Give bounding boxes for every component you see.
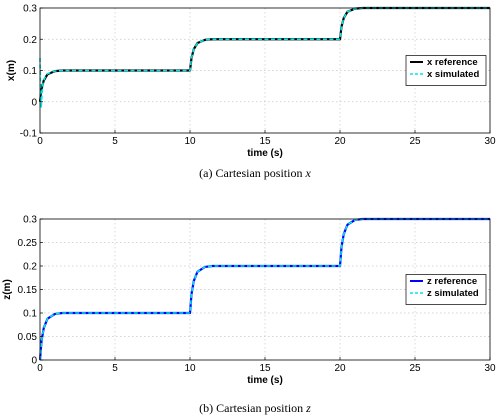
y-axis-label: z(m) xyxy=(2,279,13,300)
y-tick-label: 0 xyxy=(31,97,37,108)
legend-entry: x simulated xyxy=(427,69,479,80)
x-tick-label: 30 xyxy=(484,136,496,147)
x-tick-label: 15 xyxy=(259,136,271,147)
y-tick-label: 0.15 xyxy=(18,285,38,296)
y-tick-label: 0.1 xyxy=(23,66,37,77)
x-axis-label: time (s) xyxy=(247,375,283,386)
x-tick-label: 10 xyxy=(184,363,196,374)
y-tick-label: 0.3 xyxy=(23,4,37,15)
legend-entry: z simulated xyxy=(427,288,479,299)
y-tick-label: 0.3 xyxy=(23,215,37,226)
panel-caption: (b) Cartesian position z xyxy=(199,401,311,415)
y-tick-label: 0 xyxy=(31,356,37,367)
x-tick-label: 25 xyxy=(409,363,421,374)
legend-entry: z reference xyxy=(427,276,477,287)
x-tick-label: 5 xyxy=(112,363,118,374)
y-tick-label: 0.2 xyxy=(23,35,37,46)
x-tick-label: 10 xyxy=(184,136,196,147)
x-tick-label: 15 xyxy=(259,363,271,374)
y-tick-label: 0.25 xyxy=(18,238,38,249)
legend-box xyxy=(405,55,487,86)
x-tick-label: 25 xyxy=(409,136,421,147)
x-tick-label: 0 xyxy=(37,363,43,374)
series-line-z-simulated xyxy=(39,218,490,361)
y-tick-label: 0.05 xyxy=(18,332,38,343)
x-tick-label: 30 xyxy=(484,363,496,374)
y-axis-label: x(m) xyxy=(6,60,17,81)
legend-entry: x reference xyxy=(427,57,478,68)
legend-box xyxy=(405,274,487,305)
x-tick-label: 20 xyxy=(334,363,346,374)
series-line-x-simulated xyxy=(39,7,490,109)
x-axis-label: time (s) xyxy=(247,148,283,159)
series-line-x-reference xyxy=(38,6,490,102)
x-tick-label: 5 xyxy=(112,136,118,147)
y-tick-label: 0.2 xyxy=(23,262,37,273)
panel-caption: (a) Cartesian position x xyxy=(199,166,311,180)
x-tick-label: 0 xyxy=(37,136,43,147)
x-tick-label: 20 xyxy=(334,136,346,147)
y-tick-label: 0.1 xyxy=(23,309,37,320)
chart-panel-1: 0 5 10 15 20 25 30 0 0.05 0.1 0.15 0.2 0.25 0.3 time (… xyxy=(2,215,496,416)
y-tick-label: -0.1 xyxy=(20,129,38,140)
